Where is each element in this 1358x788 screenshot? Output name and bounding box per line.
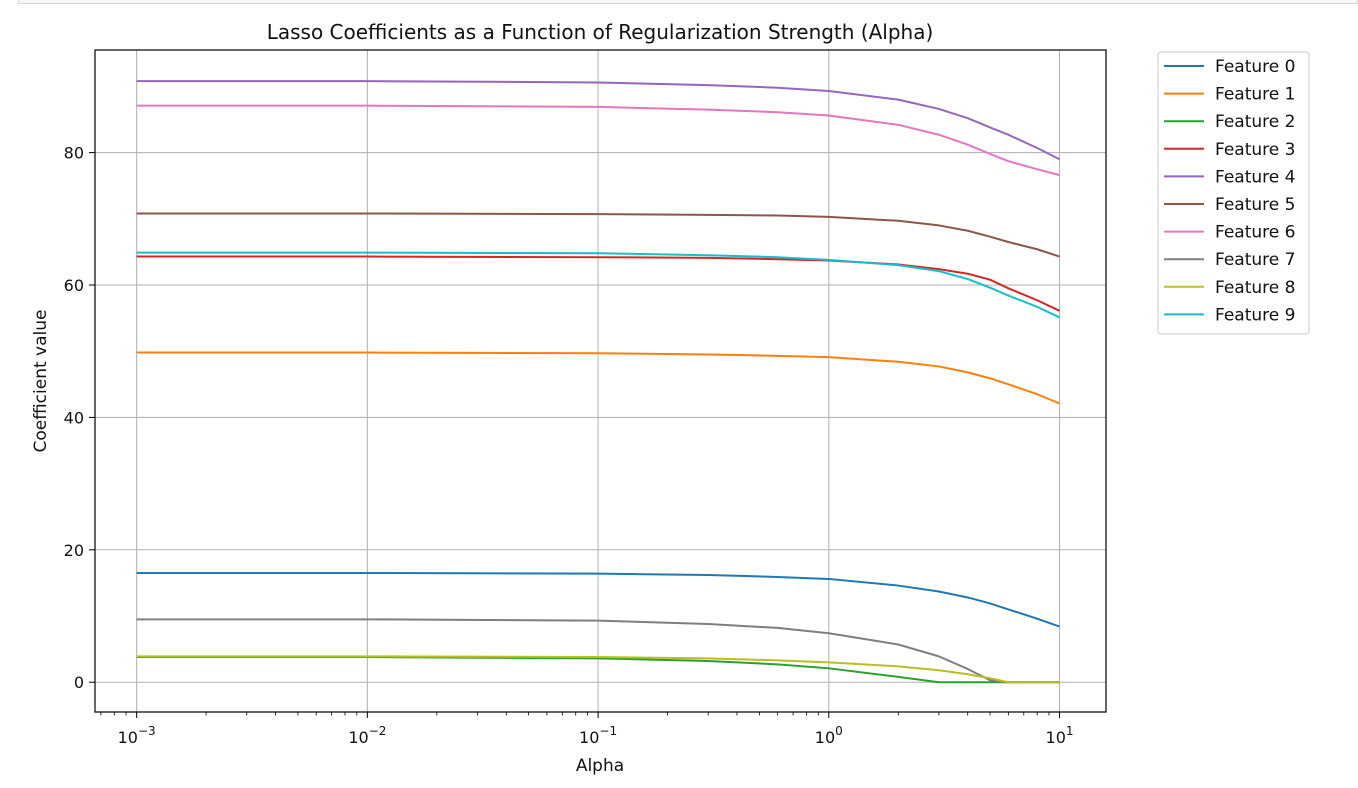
series-line-feature-6 [136, 104, 1060, 177]
x-tick-label: 10−1 [579, 724, 617, 747]
legend-label: Feature 9 [1215, 305, 1295, 325]
legend-label: Feature 1 [1215, 85, 1295, 105]
series-line-feature-9 [136, 251, 1060, 319]
y-axis-label: Coefficient value [31, 310, 51, 453]
series-line-feature-8 [136, 655, 1060, 684]
chart-title: Lasso Coefficients as a Function of Regu… [267, 20, 934, 44]
legend-label: Feature 5 [1215, 195, 1295, 215]
y-tick-label: 0 [74, 673, 84, 692]
legend-label: Feature 3 [1215, 140, 1295, 160]
legend-label: Feature 7 [1215, 250, 1295, 270]
series-lines [136, 80, 1060, 684]
series-line-feature-5 [136, 212, 1060, 258]
grid-lines [95, 50, 1106, 712]
y-tick-label: 80 [64, 144, 84, 163]
legend-frame [1157, 51, 1310, 335]
series-line-feature-4 [136, 80, 1060, 161]
legend-label: Feature 2 [1215, 112, 1295, 132]
x-axis-label: Alpha [576, 756, 624, 776]
x-tick-label: 101 [1046, 724, 1074, 747]
y-tick-label: 20 [64, 541, 84, 560]
legend-label: Feature 8 [1215, 278, 1295, 298]
plot-frame [94, 49, 1107, 713]
x-tick-label: 100 [815, 724, 843, 747]
legend-label: Feature 0 [1215, 57, 1295, 77]
series-line-feature-0 [136, 571, 1060, 628]
legend-label: Feature 6 [1215, 223, 1295, 243]
y-tick-label: 60 [64, 276, 84, 295]
legend: Feature 0 Feature 1 Feature 2 Feature 3 Feat… [1157, 51, 1310, 335]
y-tick-label: 40 [64, 408, 84, 427]
series-line-feature-1 [136, 351, 1060, 405]
axis-ticks: 10−3 10−2 10−1 100 101 0 20 40 60 80 [64, 144, 1074, 747]
x-tick-label: 10−3 [118, 724, 156, 747]
x-tick-label: 10−2 [348, 724, 386, 747]
legend-label: Feature 4 [1215, 167, 1295, 187]
